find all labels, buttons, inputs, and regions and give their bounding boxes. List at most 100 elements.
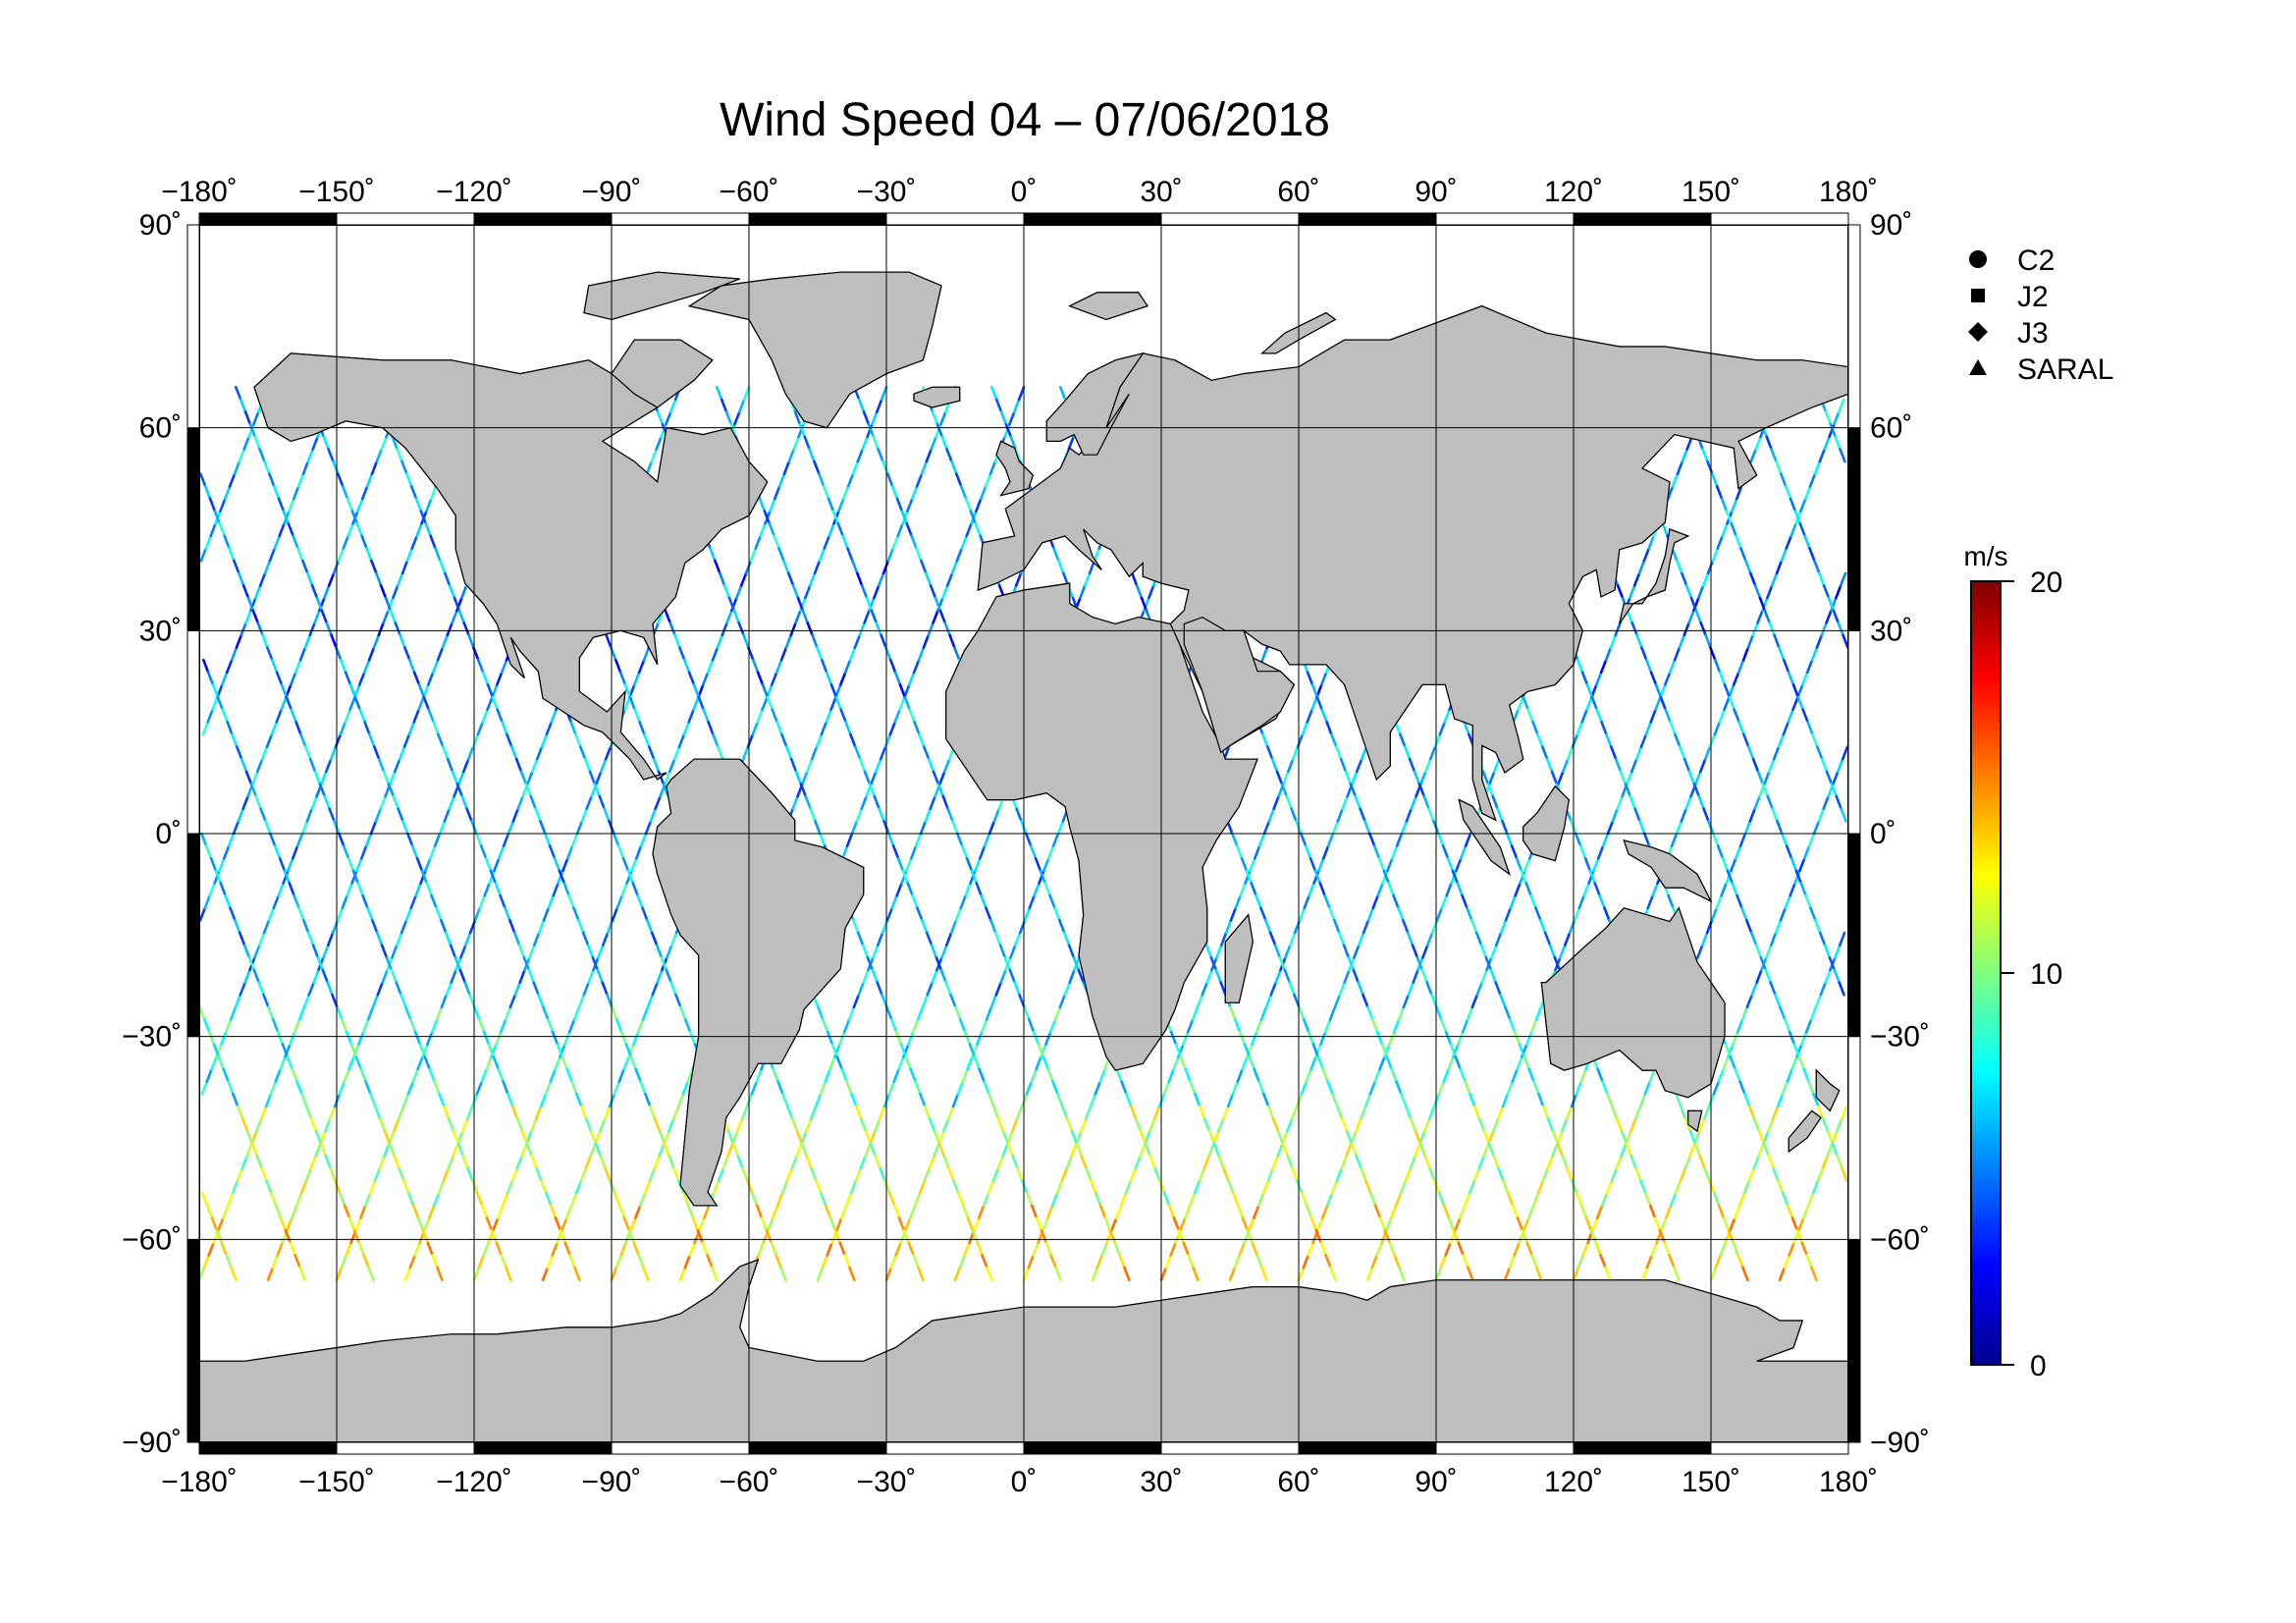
track-segment [250, 1142, 259, 1158]
track-segment [1065, 1117, 1074, 1133]
track-segment [1075, 1142, 1083, 1158]
track-segment [479, 844, 488, 860]
track-segment [1629, 584, 1636, 600]
track-segment [1699, 621, 1707, 637]
track-segment [1667, 893, 1675, 910]
track-segment [552, 882, 560, 897]
track-segment [909, 1067, 917, 1083]
track-segment [1522, 1217, 1530, 1232]
track-segment [454, 955, 462, 972]
track-segment [285, 695, 294, 712]
track-segment [392, 584, 400, 600]
track-segment [928, 1117, 936, 1133]
track-segment [1733, 708, 1740, 724]
land-overlay-shape [1788, 1109, 1822, 1153]
track-segment [338, 1192, 347, 1208]
track-segment [1527, 1067, 1535, 1083]
track-segment [1811, 1179, 1820, 1195]
track-segment [1639, 732, 1648, 748]
track-segment [1496, 1105, 1505, 1120]
track-segment [409, 485, 418, 501]
track-segment [618, 671, 627, 686]
track-segment [274, 1067, 282, 1083]
track-segment [657, 770, 666, 785]
track-segment [1673, 1266, 1681, 1281]
track-segment [1763, 609, 1771, 624]
track-segment [312, 968, 320, 984]
track-segment [1684, 794, 1692, 811]
track-segment [268, 547, 277, 563]
track-segment [1522, 695, 1529, 712]
track-segment [217, 1217, 225, 1232]
track-segment [751, 720, 760, 736]
track-segment [998, 944, 1007, 959]
track-segment [609, 1179, 616, 1195]
track-segment [879, 745, 887, 761]
track-segment [840, 1067, 848, 1083]
track-segment [573, 1266, 581, 1281]
track-segment [583, 757, 592, 774]
track-segment [320, 770, 328, 785]
track-segment [1517, 695, 1524, 712]
track-segment [913, 1192, 922, 1208]
land-overlay-shape [1522, 784, 1570, 862]
track-segment [1375, 1241, 1383, 1257]
track-segment [481, 671, 490, 686]
track-segment [1693, 1142, 1701, 1158]
track-segment [1383, 1228, 1392, 1245]
track-segment [354, 1217, 362, 1232]
track-segment [1305, 1067, 1312, 1083]
track-segment [1649, 671, 1658, 686]
track-segment [438, 1092, 446, 1109]
track-segment [780, 1179, 789, 1195]
track-segment [314, 1129, 323, 1145]
track-segment [835, 1217, 843, 1232]
track-segment [567, 893, 575, 910]
track-segment [240, 1155, 248, 1170]
track-segment [364, 1080, 372, 1096]
track-segment [793, 410, 802, 426]
track-segment [615, 893, 624, 910]
track-segment [1638, 1092, 1647, 1109]
track-segment [258, 448, 266, 463]
track-segment [1798, 856, 1806, 873]
track-segment [1791, 695, 1799, 712]
track-segment [1276, 1142, 1284, 1158]
track-segment [412, 671, 421, 686]
track-segment [1830, 783, 1839, 798]
track-segment [1060, 1166, 1069, 1182]
track-segment [1609, 633, 1618, 649]
track-segment [340, 1018, 348, 1034]
track-segment [886, 832, 895, 847]
track-segment [290, 1204, 298, 1219]
track-segment [1807, 832, 1816, 847]
track-segment [506, 1179, 514, 1195]
track-segment [790, 1117, 799, 1133]
track-segment [845, 832, 854, 847]
track-segment [927, 621, 934, 637]
track-segment [271, 1254, 280, 1270]
track-segment [263, 559, 272, 575]
track-segment [750, 1192, 759, 1208]
track-segment [1632, 571, 1641, 587]
track-segment [1056, 1092, 1064, 1109]
track-segment [279, 1217, 288, 1232]
track-segment [924, 807, 933, 823]
track-segment [539, 1092, 548, 1109]
track-segment [251, 609, 260, 624]
track-segment [643, 732, 651, 748]
track-segment [687, 708, 695, 724]
track-segment [1836, 1117, 1843, 1133]
track-segment [1592, 856, 1600, 873]
track-segment [1781, 1080, 1789, 1096]
track-segment [820, 720, 828, 736]
frame-segment-top [198, 212, 338, 226]
track-segment [1601, 1080, 1609, 1096]
track-segment [1548, 944, 1557, 959]
track-segment [207, 1241, 215, 1257]
track-segment [1824, 968, 1832, 984]
track-segment [492, 1217, 500, 1232]
track-segment [1748, 807, 1756, 823]
track-segment [493, 856, 501, 873]
